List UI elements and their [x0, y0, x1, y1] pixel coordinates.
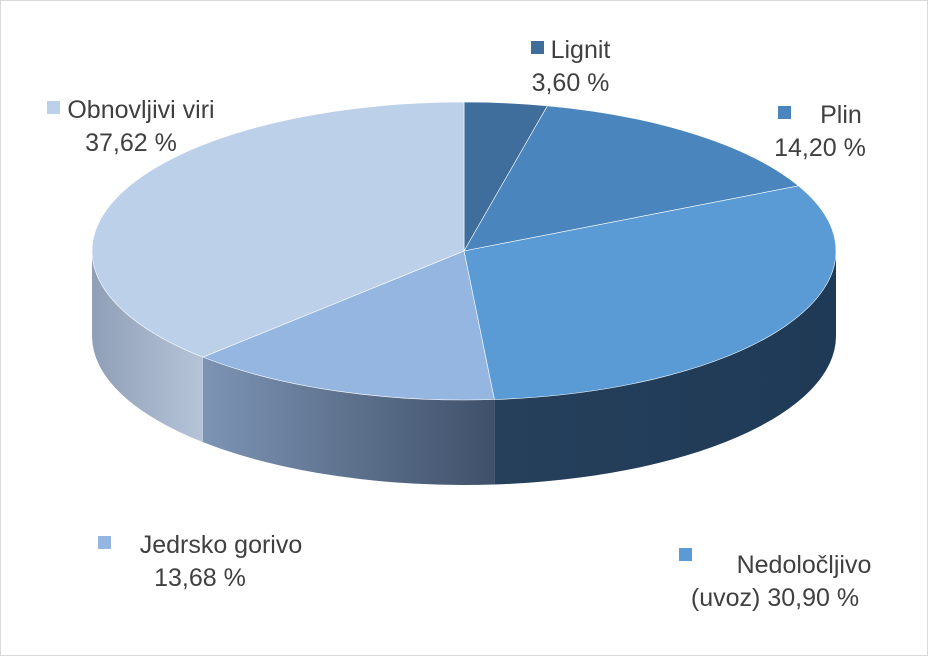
slice-side-jedrsko	[202, 357, 495, 485]
obnovljivi-value: 37,62 %	[85, 129, 177, 157]
plin-name: Plin	[820, 101, 862, 129]
obnovljivi-color-key	[47, 101, 61, 114]
nedolocljivo-value: (uvoz) 30,90 %	[690, 584, 860, 612]
pie-slices	[91, 101, 837, 401]
nedolocljivo-name: Nedoločljivo	[736, 551, 872, 579]
jedrsko-value: 13,68 %	[154, 564, 246, 592]
lignit-value: 3,60 %	[531, 69, 610, 97]
slice-side-obnovljivi	[92, 251, 203, 443]
slice-jedrsko	[202, 250, 495, 401]
obnovljivi-name: Obnovljivi viri	[67, 96, 215, 124]
slice-obnovljivi	[91, 101, 465, 358]
data-label-plin: Plin 14,20 %	[745, 99, 895, 165]
plin-value: 14,20 %	[774, 134, 866, 162]
jedrsko-color-key	[97, 536, 111, 549]
plin-color-key	[778, 106, 792, 119]
slice-nedolocljivo	[463, 185, 837, 400]
data-label-obnovljivi-viri: Obnovljivi viri 37,62 %	[12, 94, 250, 160]
slice-plin	[463, 105, 800, 252]
lignit-name: Lignit	[550, 36, 611, 64]
pie-side-walls	[92, 251, 836, 485]
data-label-jedrsko-gorivo: Jedrsko gorivo 13,68 %	[80, 529, 320, 595]
slice-side-nedolocljivo	[494, 251, 836, 485]
data-label-lignit: Lignit 3,60 %	[508, 34, 633, 100]
data-label-nedolocljivo: Nedoločljivo (uvoz) 30,90 %	[650, 548, 900, 615]
lignit-color-key	[530, 41, 544, 54]
jedrsko-name: Jedrsko gorivo	[139, 531, 303, 559]
nedolocljivo-color-key	[678, 548, 692, 561]
